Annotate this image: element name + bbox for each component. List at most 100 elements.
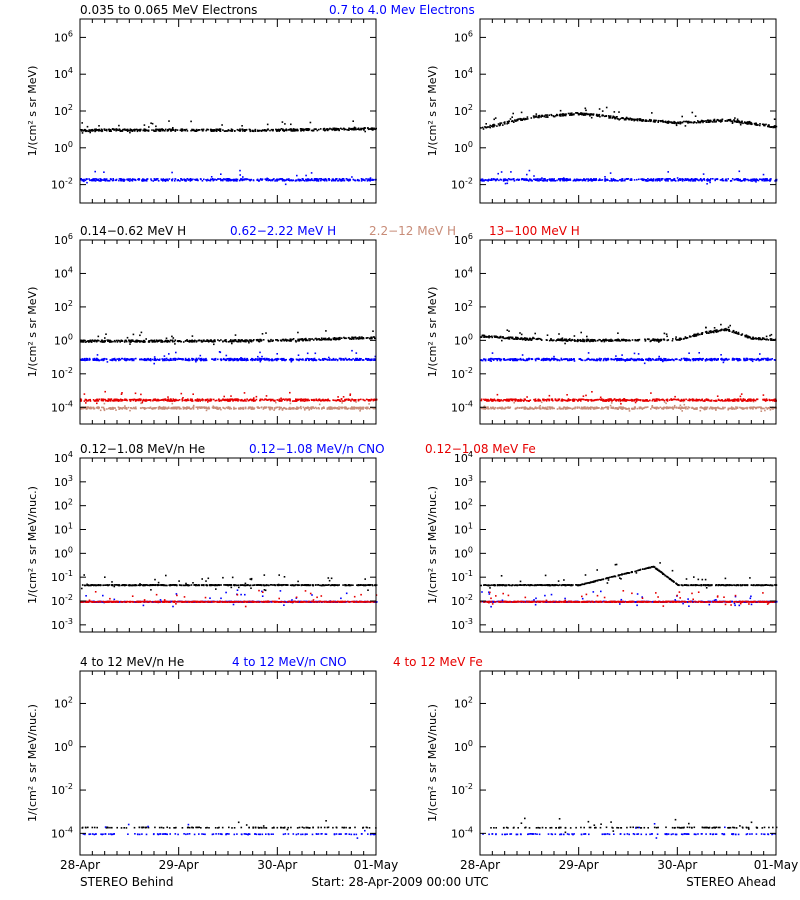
data-point	[109, 129, 112, 131]
data-point	[277, 129, 279, 131]
data-point	[520, 118, 523, 120]
data-point	[245, 339, 247, 341]
data-point	[163, 399, 165, 402]
data-point	[323, 357, 326, 360]
data-point	[110, 408, 112, 410]
data-point	[651, 180, 654, 182]
data-point	[520, 119, 522, 121]
data-point	[536, 338, 538, 340]
data-point	[752, 336, 754, 339]
data-series	[80, 349, 377, 365]
data-point	[153, 178, 156, 180]
data-point	[293, 130, 296, 132]
data-point	[212, 405, 215, 408]
data-point	[559, 109, 562, 112]
data-point	[528, 169, 531, 172]
data-point	[604, 180, 607, 182]
data-point	[262, 358, 264, 360]
data-point	[261, 398, 263, 401]
data-point	[181, 129, 184, 132]
data-point	[215, 179, 218, 181]
data-point	[103, 402, 106, 405]
data-point	[148, 407, 151, 409]
data-point	[142, 407, 145, 409]
data-point	[691, 111, 694, 114]
data-point	[132, 406, 135, 409]
data-point	[355, 401, 357, 403]
data-point	[205, 129, 207, 132]
data-point	[134, 407, 136, 410]
data-point	[752, 178, 754, 181]
data-point	[512, 120, 514, 122]
data-point	[88, 129, 90, 131]
data-point	[260, 359, 262, 361]
data-point	[83, 180, 85, 183]
data-point	[259, 178, 262, 181]
data-point	[356, 179, 359, 182]
data-point	[94, 339, 97, 342]
data-point	[145, 338, 147, 340]
data-point	[104, 398, 106, 401]
data-point	[696, 178, 699, 181]
data-point	[309, 358, 312, 361]
data-point	[110, 359, 113, 361]
data-point	[744, 178, 747, 180]
data-point	[245, 340, 247, 343]
data-point	[188, 406, 191, 409]
data-point	[291, 400, 294, 402]
data-point	[344, 407, 346, 409]
data-point	[625, 116, 628, 119]
data-point	[111, 358, 113, 360]
data-point	[155, 339, 158, 341]
data-point	[135, 128, 138, 131]
data-point	[690, 335, 692, 338]
data-point	[318, 128, 320, 131]
data-point	[90, 340, 93, 342]
data-point	[500, 171, 503, 173]
data-point	[196, 398, 199, 400]
data-point	[609, 116, 611, 118]
data-point	[737, 333, 739, 335]
data-point	[187, 340, 189, 342]
data-point	[365, 358, 367, 360]
data-point	[272, 178, 275, 181]
data-point	[280, 399, 283, 401]
data-point	[165, 337, 168, 340]
data-point	[109, 359, 112, 361]
data-point	[288, 179, 291, 182]
data-point	[170, 130, 172, 132]
data-point	[139, 340, 142, 343]
data-point	[181, 358, 184, 360]
data-point	[486, 179, 489, 182]
data-point	[322, 178, 324, 181]
data-point	[231, 129, 234, 131]
data-point	[86, 400, 88, 402]
data-point	[266, 123, 269, 126]
data-point	[224, 359, 227, 362]
data-point	[168, 120, 170, 122]
data-point	[94, 339, 96, 342]
data-point	[162, 128, 164, 131]
data-point	[112, 358, 115, 360]
data-point	[283, 179, 286, 182]
data-point	[594, 340, 597, 342]
data-point	[540, 339, 543, 341]
data-point	[127, 179, 130, 182]
data-point	[175, 399, 177, 401]
data-point	[582, 113, 585, 116]
data-point	[228, 408, 231, 410]
data-point	[615, 355, 617, 357]
data-point	[129, 180, 131, 182]
data-point	[765, 178, 767, 180]
data-point	[222, 358, 225, 360]
data-point	[263, 399, 265, 401]
data-point	[744, 121, 746, 123]
data-point	[85, 340, 88, 343]
data-point	[539, 179, 542, 181]
data-point	[571, 339, 573, 341]
data-point	[359, 408, 362, 410]
data-series	[480, 106, 778, 130]
data-point	[126, 128, 129, 131]
data-point	[179, 129, 182, 132]
data-point	[128, 340, 131, 343]
